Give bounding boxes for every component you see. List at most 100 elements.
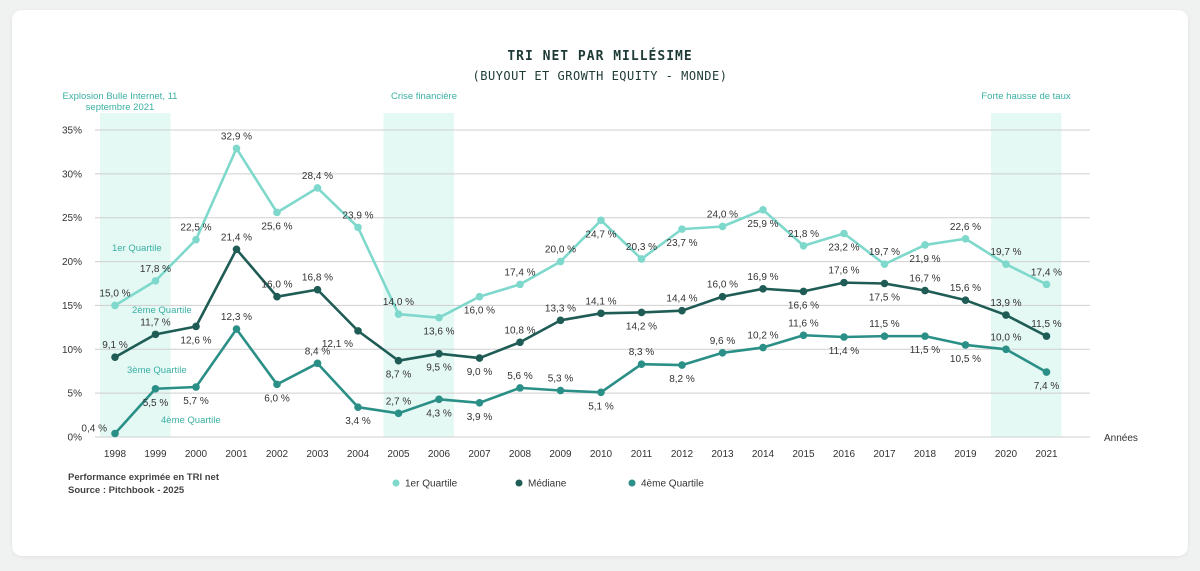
data-label: 17,5 % [869,293,900,304]
y-tick-label: 20% [62,257,82,268]
x-tick-label: 2007 [468,449,491,460]
data-point [516,384,524,392]
data-point [678,225,686,233]
legend-label: 4ème Quartile [641,479,704,490]
data-label: 12,1 % [322,339,353,350]
x-tick-label: 2012 [671,449,694,460]
data-label: 25,6 % [261,221,292,232]
chart-subtitle: (BUYOUT ET GROWTH EQUITY - MONDE) [473,69,728,83]
data-point [1002,260,1010,269]
data-point [273,292,281,301]
x-tick-label: 2004 [347,449,370,460]
chart-title: TRI NET PAR MILLÉSIME [507,48,692,64]
data-point [394,356,403,365]
data-label: 5,5 % [143,398,169,409]
data-label: 10,8 % [504,325,535,336]
data-point [273,208,281,217]
data-label: 22,5 % [180,223,211,234]
x-tick-label: 2019 [954,449,977,460]
data-label: 14,4 % [666,294,697,305]
data-point [961,341,970,349]
data-label: 16,0 % [261,280,292,291]
data-label: 17,8 % [140,264,171,275]
data-point [921,241,929,249]
x-tick-label: 1998 [104,449,127,460]
inline-label-q1: 1er Quartile [112,243,162,254]
data-label: 2,7 % [386,396,412,407]
data-label: 13,3 % [545,303,576,314]
data-point [1042,280,1051,289]
data-label: 16,9 % [747,272,778,283]
inline-label-q4: 4ème Quartile [161,415,221,426]
x-tick-label: 2003 [306,449,329,460]
data-point [151,277,160,285]
data-point [556,386,565,395]
data-point [435,313,443,322]
y-tick-label: 0% [68,433,83,444]
data-label: 15,6 % [950,283,981,294]
data-label: 16,6 % [788,300,819,311]
data-point [678,361,686,369]
data-label: 25,9 % [747,219,778,230]
data-point [799,331,808,340]
data-label: 5,1 % [588,401,614,412]
data-point [556,316,565,325]
data-point [880,332,889,340]
data-point [394,310,403,319]
data-label: 23,9 % [342,210,373,221]
data-label: 20,3 % [626,242,657,253]
data-point [111,301,119,310]
data-label: 22,6 % [950,222,981,233]
data-point [475,398,484,407]
series-0: 15,0 % 17,8 % 22,5 % 32,9 % 25,6 % 28,4 % 23,9… [99,131,1062,337]
data-point [1042,368,1051,376]
data-label: 8,7 % [386,370,412,381]
data-point [111,429,119,438]
data-point [435,349,443,358]
data-point [232,245,241,254]
data-label: 10,0 % [990,332,1021,343]
data-point [718,348,727,357]
data-label: 8,4 % [305,346,331,357]
x-tick-label: 2021 [1035,449,1058,460]
highlight-band [383,113,454,437]
data-point [799,287,808,296]
data-point [921,286,929,295]
data-point [840,229,848,238]
data-label: 11,5 % [869,319,899,330]
data-label: 15,0 % [99,288,130,299]
data-point [880,260,889,269]
data-point [313,359,322,368]
data-point [435,395,443,404]
data-point [637,360,646,368]
data-label: 24,0 % [707,209,738,220]
data-label: 16,8 % [302,273,333,284]
x-tick-label: 2011 [631,449,653,460]
legend-marker [392,479,400,487]
data-point [597,216,605,225]
x-tick-label: 2001 [225,449,248,460]
data-label: 11,7 % [140,317,170,328]
data-label: 9,6 % [710,336,736,347]
series-2: 0,4 % 5,5 % 5,7 % 12,3 % 6,0 % 8,4 % 3,4 % 2,7 … [81,312,1059,438]
data-label: 28,4 % [302,171,333,182]
highlight-label: Explosion Bulle Internet, 11 [63,91,178,102]
data-point [718,222,727,231]
data-label: 5,3 % [548,374,574,385]
data-label: 16,0 % [464,306,495,317]
data-point [718,292,727,301]
data-label: 19,7 % [869,247,900,258]
data-label: 10,5 % [950,354,981,365]
data-label: 14,0 % [383,297,414,308]
data-point [597,309,605,318]
x-tick-label: 2013 [711,449,734,460]
data-point [273,380,281,389]
data-point [961,296,970,304]
x-tick-label: 2006 [428,449,451,460]
data-point [192,235,200,244]
data-point [556,257,565,266]
data-label: 5,6 % [507,371,533,382]
x-tick-label: 2002 [266,449,289,460]
x-tick-label: 1999 [144,449,167,460]
